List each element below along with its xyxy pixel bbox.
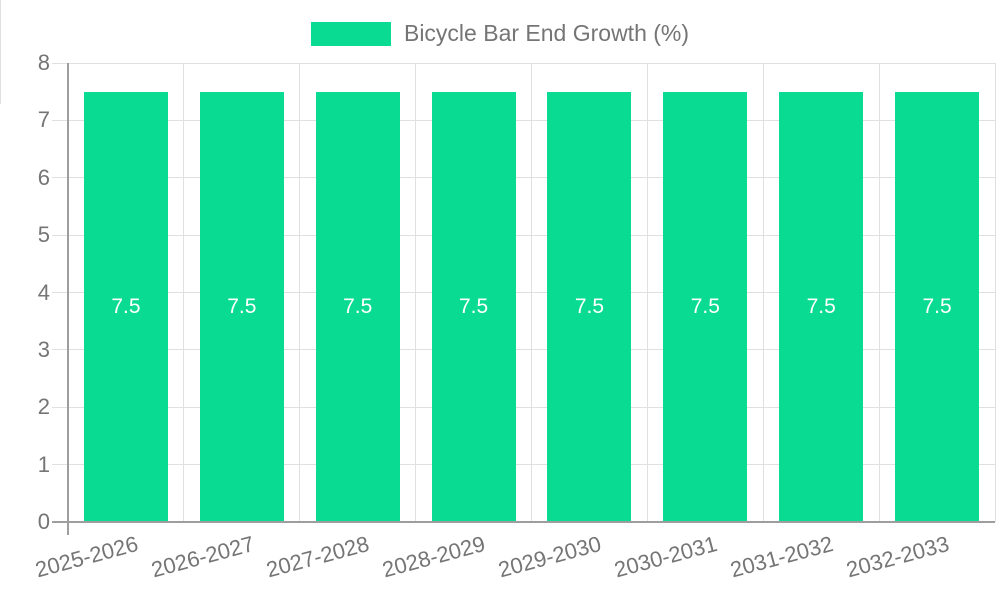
legend-swatch	[310, 21, 391, 46]
x-axis-tick	[0, 78, 1, 91]
x-tick-label: 2032-2033	[843, 531, 952, 583]
y-tick-label: 5	[37, 222, 50, 248]
gridline-v	[762, 63, 764, 522]
gridline-h	[52, 119, 995, 121]
x-tick-label: 2028-2029	[379, 531, 489, 583]
gridline-v	[415, 63, 417, 522]
bar	[895, 91, 980, 521]
bar	[663, 91, 748, 521]
x-axis-line	[52, 521, 995, 523]
x-tick-label: 2025-2026	[32, 531, 141, 583]
bar-value-label: 7.5	[922, 294, 952, 318]
gridline-v	[183, 63, 185, 522]
x-tick-label: 2027-2028	[264, 531, 373, 583]
x-axis-tick	[0, 52, 1, 65]
bar-value-label: 7.5	[111, 294, 141, 318]
bar-value-label: 7.5	[343, 294, 373, 318]
bar-value-label: 7.5	[574, 294, 605, 318]
gridline-v	[878, 63, 880, 522]
x-tick-label: 2029-2030	[495, 531, 604, 583]
x-tick-label: 2026-2027	[148, 531, 257, 583]
gridline-h	[52, 234, 995, 236]
x-axis-tick	[0, 13, 1, 26]
x-axis-tick	[0, 65, 1, 78]
y-tick-label: 0	[37, 509, 50, 534]
x-tick-label: 2031-2032	[727, 531, 836, 583]
y-tick-label: 1	[37, 451, 50, 477]
gridline-v	[299, 63, 301, 522]
x-axis-tick	[0, 26, 1, 39]
gridline-v	[994, 63, 996, 522]
gridline-h	[52, 177, 995, 179]
bar	[431, 91, 516, 521]
gridline-h	[52, 62, 995, 64]
y-tick-label: 8	[37, 50, 50, 75]
gridline-h	[52, 349, 995, 351]
bar-value-label: 7.5	[227, 294, 257, 318]
bar-value-label: 7.5	[458, 294, 489, 318]
x-tick-label: 2030-2031	[611, 531, 720, 583]
gridline-h	[52, 464, 995, 466]
y-axis-line	[67, 63, 69, 535]
gridline-h	[52, 292, 995, 293]
y-tick-label: 2	[37, 394, 50, 420]
x-axis-tick	[0, 91, 1, 104]
bar-value-label: 7.5	[690, 294, 720, 318]
x-axis-tick	[0, 0, 1, 13]
y-tick-label: 7	[37, 107, 50, 133]
y-tick-label: 6	[37, 164, 50, 190]
y-tick-label: 3	[37, 336, 50, 362]
bar	[779, 91, 864, 521]
bar	[83, 91, 168, 521]
bar	[547, 91, 632, 521]
bar	[315, 91, 400, 521]
bar	[199, 91, 284, 521]
gridline-v	[646, 63, 648, 522]
legend-label: Bicycle Bar End Growth (%)	[403, 20, 690, 46]
chart-legend[interactable]: Bicycle Bar End Growth (%)	[310, 20, 690, 47]
y-tick-label: 4	[37, 279, 50, 305]
bar-value-label: 7.5	[806, 294, 836, 318]
gridline-h	[52, 406, 995, 408]
x-axis-tick	[0, 39, 1, 52]
gridline-v	[531, 63, 532, 522]
